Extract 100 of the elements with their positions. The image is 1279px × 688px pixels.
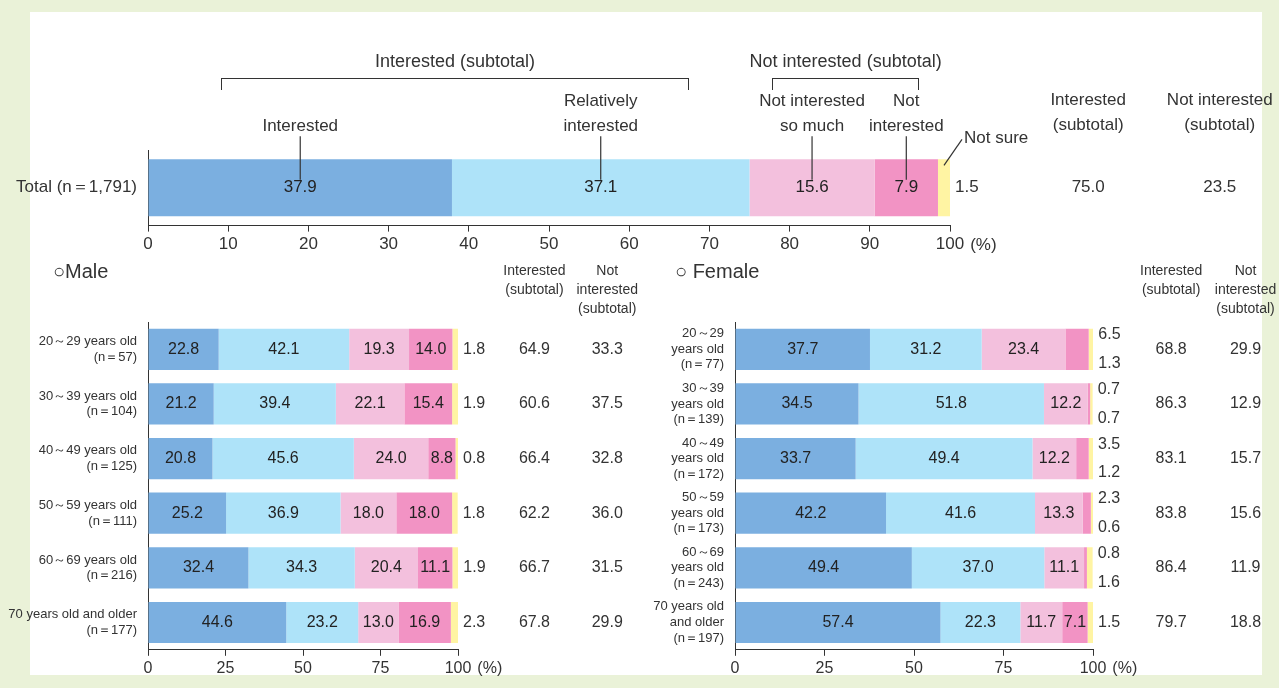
data-label: 37.0 xyxy=(962,558,994,576)
data-label: 25.2 xyxy=(171,503,203,521)
bar xyxy=(1044,547,1085,589)
y-tick-label: 70 years old and older (n＝197) xyxy=(653,598,725,645)
text: 37.5 xyxy=(591,394,623,412)
x-tick-label: 25 xyxy=(815,658,834,676)
series-label: Not interested so much xyxy=(759,91,865,136)
y-tick-label: 30～39 years old (n＝139) xyxy=(671,379,724,427)
bar xyxy=(1086,547,1093,589)
data-label: 20.8 xyxy=(164,448,197,466)
bar xyxy=(735,383,859,425)
bar xyxy=(148,437,213,480)
data-label: 57.4 xyxy=(822,612,854,630)
y-tick-label: 50～59 years old (n＝173) xyxy=(671,489,724,536)
data-label: 21.2 xyxy=(165,394,197,412)
x-tick-label: 75 xyxy=(371,658,390,676)
bar xyxy=(1020,601,1063,644)
data-label: 18.0 xyxy=(408,503,440,521)
text: Not interested (subtotal) xyxy=(576,261,638,316)
data-label: 0.6 xyxy=(1098,517,1121,535)
bar xyxy=(148,383,214,425)
data-label: 37.7 xyxy=(787,339,819,357)
bar xyxy=(1065,328,1089,370)
text: 66.7 xyxy=(518,558,551,576)
data-label: 1.5 xyxy=(1098,612,1121,630)
x-tick-label: 100 xyxy=(935,234,965,254)
text: Interested (subtotal) xyxy=(374,50,536,71)
data-label: 31.2 xyxy=(910,339,942,357)
text: 64.9 xyxy=(518,339,551,357)
y-tick-label: 60～69 years old (n＝216) xyxy=(38,551,137,583)
data-label: 33.7 xyxy=(780,448,812,466)
bar xyxy=(353,437,429,480)
bar xyxy=(396,492,453,534)
data-label: 8.8 xyxy=(430,448,454,466)
text: 11.9 xyxy=(1230,558,1261,576)
data-label: 0.8 xyxy=(463,448,486,466)
x-tick-label: 75 xyxy=(994,658,1013,676)
text: Interested (subtotal) xyxy=(503,261,566,297)
y-tick-label: 70 years old and older (n＝177) xyxy=(8,606,138,637)
text: 23.5 xyxy=(1203,177,1237,197)
bar xyxy=(451,159,750,217)
y-tick-label: 20～29 years old (n＝77) xyxy=(671,325,724,372)
bar xyxy=(735,492,887,534)
text: 66.4 xyxy=(518,448,551,466)
data-label: 34.3 xyxy=(286,558,318,576)
data-label: 42.1 xyxy=(268,339,300,357)
bar xyxy=(1076,437,1089,480)
bar xyxy=(937,159,950,217)
data-label: 20.4 xyxy=(370,558,403,576)
data-label: 6.5 xyxy=(1098,325,1121,343)
data-label: 1.9 xyxy=(463,394,486,412)
data-label: 34.5 xyxy=(781,394,813,412)
bar xyxy=(349,328,410,370)
bar xyxy=(404,383,453,425)
data-label: 1.6 xyxy=(1097,572,1120,590)
bar xyxy=(212,437,354,480)
y-tick-label: 30～39 years old (n＝104) xyxy=(38,387,137,419)
x-axis-title: (%) xyxy=(477,659,503,677)
data-label: 24.0 xyxy=(375,448,407,466)
y-tick-label: 40～49 years old (n＝125) xyxy=(38,442,137,473)
series-label: Relatively interested xyxy=(563,91,639,136)
x-tick-label: 25 xyxy=(216,658,235,676)
bar xyxy=(1082,492,1091,534)
data-label: 2.3 xyxy=(1098,489,1121,507)
x-tick-label: 0 xyxy=(143,234,153,254)
data-label: 44.6 xyxy=(201,612,234,630)
bar xyxy=(886,492,1035,534)
data-label: 12.2 xyxy=(1038,448,1071,466)
bar xyxy=(213,383,336,425)
data-label: 41.6 xyxy=(944,503,977,521)
text: 31.5 xyxy=(591,558,623,576)
text: 29.9 xyxy=(1229,339,1262,357)
data-label: 13.3 xyxy=(1043,503,1075,521)
text: Not interested (subtotal) xyxy=(1166,90,1273,135)
bar xyxy=(1032,437,1077,480)
data-label: 45.6 xyxy=(267,448,299,466)
data-label: 0.8 xyxy=(1097,543,1120,561)
x-tick-label: 0 xyxy=(730,658,740,676)
text: 62.2 xyxy=(518,503,551,521)
data-label: 7.1 xyxy=(1063,612,1087,630)
text: 67.8 xyxy=(518,612,551,630)
bar xyxy=(398,601,451,644)
bar xyxy=(911,547,1045,589)
text: Interested (subtotal) xyxy=(1050,90,1126,135)
x-tick-label: 10 xyxy=(218,234,238,254)
bar xyxy=(735,601,941,644)
series-label: Not sure xyxy=(964,128,1029,148)
bar xyxy=(148,547,249,589)
bar xyxy=(1087,601,1093,644)
y-tick-label: 50～59 years old (n＝111) xyxy=(38,496,137,528)
x-tick-label: 100 xyxy=(444,658,472,676)
data-label: 1.8 xyxy=(462,503,486,521)
text: 29.9 xyxy=(591,612,623,630)
data-label: 49.4 xyxy=(928,448,960,466)
x-tick-label: 50 xyxy=(905,658,923,676)
data-label: 13.0 xyxy=(362,612,394,630)
data-label: 12.2 xyxy=(1050,394,1082,412)
text: 36.0 xyxy=(591,503,623,521)
data-label: 42.2 xyxy=(795,503,827,521)
bar xyxy=(218,328,350,370)
